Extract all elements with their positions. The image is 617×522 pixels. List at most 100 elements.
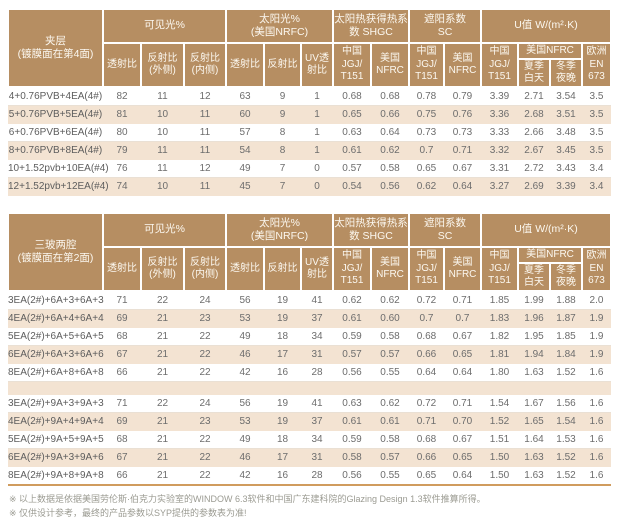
footnote-line-1: ※ 以上数据是依据美国劳伦斯·伯克力实验室的WINDOW 6.3软件和中国广东建…: [9, 494, 486, 504]
value-cell: 57: [226, 123, 264, 142]
header-subsub-cell: 冬季 夜晚: [549, 58, 583, 88]
value-cell: 42: [226, 466, 264, 486]
table-row: 5+0.76PVB+5EA(4#) 81 10 11 60 9 1 0.65 0.66 0.75 0…: [8, 105, 612, 124]
value-cell: 0: [301, 177, 333, 196]
value-cell: 1: [301, 105, 333, 124]
value-cell: 8: [264, 141, 301, 160]
header-sub-cell: 美国 NFRC: [443, 42, 482, 88]
value-cell: 0.61: [333, 141, 371, 160]
value-cell: 1.96: [518, 309, 550, 328]
value-cell: 3.48: [550, 123, 582, 142]
value-cell: 1.67: [518, 395, 550, 413]
value-cell: 1.85: [550, 327, 582, 346]
header-group-cell: U值 W/(m²·K): [479, 212, 613, 248]
value-cell: 2.71: [518, 87, 550, 106]
value-cell: 1: [301, 87, 333, 106]
value-cell: 1.9: [582, 345, 612, 364]
value-cell: 1.6: [582, 430, 612, 449]
header-sub-cell: 中国 JGJ/ T151: [408, 246, 445, 292]
header-group-cell: 太阳热获得热系 数 SHGC: [332, 212, 410, 248]
header-group-cell: 太阳光% (美国NRFC): [225, 212, 334, 248]
header-sub-cell: UV透 射比: [300, 42, 334, 88]
value-cell: 16: [264, 363, 301, 382]
value-cell: 1: [301, 123, 333, 142]
value-cell: 1.53: [550, 430, 582, 449]
value-cell: 3.45: [550, 141, 582, 160]
value-cell: 7: [264, 177, 301, 196]
table-row: 3EA(2#)+6A+3+6A+3 71 22 24 56 19 41 0.62 0.62 0.7…: [8, 291, 612, 310]
value-cell: 3.33: [481, 123, 518, 142]
value-cell: 0.71: [409, 412, 444, 431]
value-cell: 0.68: [409, 327, 444, 346]
value-cell: 37: [301, 309, 333, 328]
value-cell: 1: [301, 141, 333, 160]
value-cell: 19: [264, 291, 301, 310]
value-cell: 0.75: [409, 105, 444, 124]
value-cell: 0.68: [371, 87, 409, 106]
row-label: 8EA(2#)+6A+8+6A+8: [8, 363, 104, 382]
value-cell: 0.66: [371, 105, 409, 124]
value-cell: 22: [184, 345, 226, 364]
value-cell: 0.61: [333, 412, 371, 431]
value-cell: 42: [226, 363, 264, 382]
value-cell: 63: [226, 87, 264, 106]
table-row: 6EA(2#)+9A+3+9A+6 67 21 22 46 17 31 0.58 0.57 0.6…: [8, 448, 612, 467]
value-cell: 0.73: [409, 123, 444, 142]
value-cell: 12: [184, 87, 226, 106]
header-sub-cell: 美国NFRC: [517, 42, 583, 60]
header-sub-cell: 反射比: [263, 42, 302, 88]
value-cell: 41: [301, 395, 333, 413]
value-cell: 22: [184, 363, 226, 382]
value-cell: 21: [141, 363, 184, 382]
value-cell: 0.55: [371, 363, 409, 382]
spacer-cell: [8, 381, 612, 395]
value-cell: 79: [103, 141, 141, 160]
value-cell: 0.67: [444, 159, 481, 178]
row-label: 6EA(2#)+6A+3+6A+6: [8, 345, 104, 364]
value-cell: 21: [141, 430, 184, 449]
value-cell: 9: [264, 105, 301, 124]
header-subsub-cell: 夏季 白天: [517, 58, 551, 88]
value-cell: 0.79: [444, 87, 481, 106]
row-label: 4EA(2#)+6A+4+6A+4: [8, 309, 104, 328]
value-cell: 0.65: [409, 466, 444, 486]
row-label: 8+0.76PVB+8EA(4#): [8, 141, 103, 160]
header-sub-cell: 美国 NFRC: [370, 42, 410, 88]
header-subsub-cell: 夏季 白天: [517, 262, 551, 292]
value-cell: 21: [141, 345, 184, 364]
value-cell: 46: [226, 448, 264, 467]
value-cell: 54: [226, 141, 264, 160]
value-cell: 1.88: [550, 291, 582, 310]
value-cell: 41: [301, 291, 333, 310]
value-cell: 1.51: [481, 430, 518, 449]
value-cell: 1.84: [550, 345, 582, 364]
value-cell: 0.65: [409, 159, 444, 178]
value-cell: 21: [141, 309, 184, 328]
value-cell: 0.72: [409, 395, 444, 413]
group-spacer-row: [8, 381, 612, 395]
value-cell: 0.62: [371, 141, 409, 160]
value-cell: 0.54: [333, 177, 371, 196]
value-cell: 3.5: [582, 141, 612, 160]
header-sub-cell: 透射比: [225, 42, 265, 88]
header-group-cell: 遮阳系数 SC: [408, 212, 482, 248]
value-cell: 0.62: [409, 177, 444, 196]
value-cell: 17: [264, 448, 301, 467]
value-cell: 3.5: [582, 87, 612, 106]
value-cell: 1.56: [550, 395, 582, 413]
header-sub-cell: 美国 NFRC: [370, 246, 410, 292]
value-cell: 21: [141, 327, 184, 346]
value-cell: 0.56: [371, 177, 409, 196]
value-cell: 66: [103, 363, 141, 382]
value-cell: 2.67: [518, 141, 550, 160]
value-cell: 67: [103, 448, 141, 467]
value-cell: 2.72: [518, 159, 550, 178]
value-cell: 10: [141, 123, 184, 142]
value-cell: 1.64: [518, 430, 550, 449]
table-row: 5EA(2#)+9A+5+9A+5 68 21 22 49 18 34 0.59 0.58 0.6…: [8, 430, 612, 449]
value-cell: 31: [301, 345, 333, 364]
table-row: 6+0.76PVB+6EA(4#) 80 10 11 57 8 1 0.63 0.64 0.73 0…: [8, 123, 612, 142]
value-cell: 1.6: [582, 466, 612, 486]
value-cell: 3.36: [481, 105, 518, 124]
